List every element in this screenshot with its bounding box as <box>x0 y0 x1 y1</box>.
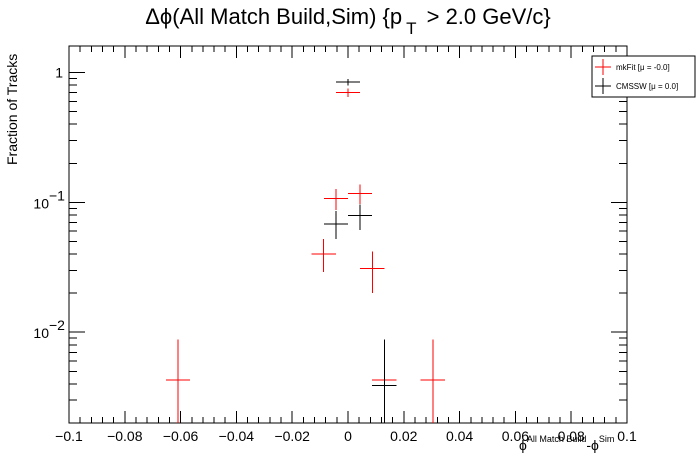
legend: mkFit [μ = -0.0] CMSSW [μ = 0.0] <box>591 55 696 98</box>
data-point <box>360 251 385 294</box>
y-tick-label: 1 <box>55 65 63 81</box>
data-point <box>372 339 397 423</box>
x-tick-label: 0.02 <box>390 428 417 444</box>
x-axis-label-phi2: -ϕ <box>586 437 599 453</box>
x-tick-label: 0.1 <box>617 428 637 444</box>
data-point <box>311 239 336 273</box>
y-tick-label-base: 1 <box>55 65 63 81</box>
legend-label: CMSSW [μ = 0.0] <box>616 82 678 91</box>
data-point <box>347 204 373 231</box>
data-point <box>335 78 361 86</box>
x-axis-label-sup1: All Match Build <box>526 434 587 444</box>
x-tick-label: −0.08 <box>107 428 143 444</box>
chart-title: Δϕ(All Match Build,Sim) {p T > 2.0 GeV/c} <box>0 4 696 38</box>
y-tick-label-base: 10 <box>33 195 49 211</box>
legend-entry: mkFit [μ = -0.0] <box>595 59 670 75</box>
x-tick-label: 0 <box>344 428 352 444</box>
x-axis-ticks: −0.1 −0.08 −0.06 −0.04 −0.02 0 0.02 0.04 0.06 0.0… <box>55 46 637 444</box>
y-tick-label-exponent: −2 <box>49 317 65 333</box>
y-tick-label-exponent: −1 <box>49 187 65 203</box>
legend-label: mkFit [μ = -0.0] <box>616 63 670 72</box>
y-tick-label: 10 −2 <box>33 317 65 341</box>
x-tick-label: −0.02 <box>274 428 310 444</box>
x-axis-label-sup2: Sim <box>598 434 615 444</box>
data-point <box>323 210 349 240</box>
legend-box <box>591 55 696 98</box>
x-tick-label: −0.04 <box>219 428 255 444</box>
x-tick-label: −0.06 <box>163 428 199 444</box>
data-point <box>335 88 361 97</box>
x-axis-label-phi1: ϕ <box>519 437 527 453</box>
plot-frame <box>68 45 628 424</box>
series-1 <box>323 78 397 423</box>
chart-title-tail: > 2.0 GeV/c} <box>420 4 551 29</box>
data-point <box>323 188 349 211</box>
x-tick-label: 0.08 <box>558 428 585 444</box>
data-point <box>420 339 445 423</box>
x-tick-label: 0.04 <box>446 428 473 444</box>
y-axis-ticks: 110−110−2 <box>33 65 627 424</box>
data-point <box>347 184 373 205</box>
x-tick-label: 0.06 <box>502 428 529 444</box>
x-tick-label: −0.1 <box>55 428 83 444</box>
legend-entry: CMSSW [μ = 0.0] <box>595 78 678 94</box>
x-axis-label: ϕAll Match Build-ϕSim <box>519 435 614 453</box>
y-tick-label-base: 10 <box>33 325 49 341</box>
chart-title-main: Δϕ(All Match Build,Sim) {p <box>145 4 403 29</box>
series-0 <box>165 88 445 423</box>
chart-title-subscript: T <box>406 19 417 38</box>
y-tick-label: 10 −1 <box>33 187 65 211</box>
data-point <box>165 339 191 423</box>
